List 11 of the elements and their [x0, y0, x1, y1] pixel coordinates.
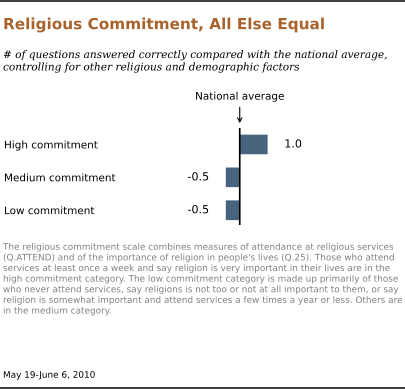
data-label: 1.0 — [286, 139, 302, 148]
chart-subtitle: # of questions answered correctly compared with the national average, controlling for other religious and demographic factors — [3, 50, 387, 73]
text: May 19-June 6, 2010 — [4, 371, 95, 380]
y-tick-label: Low commitment — [5, 206, 94, 214]
chart-title: Religious Commitment, All Else Equal — [4, 18, 324, 32]
data-label: -0.5 — [188, 172, 208, 181]
text: The religious commitment scale combines measures of attendance at religious services (Q.ATTEND) and of the importance of religion in people's lives (Q.25). Those who attend services at least once a week and say religion is very important in their lives are in the high commitment category. The low commitment category is made up primarily of those who never attend services, say religions is not too or not at all important to them, or say religion is somewhat important and attend services a few times a year or less. Others are in the medium category. — [2, 243, 402, 316]
y-tick-label: Medium commitment — [5, 173, 116, 182]
data-label: -0.5 — [188, 205, 208, 214]
y-tick-label: High commitment — [5, 140, 98, 151]
ref-line-label: National average — [196, 92, 284, 102]
